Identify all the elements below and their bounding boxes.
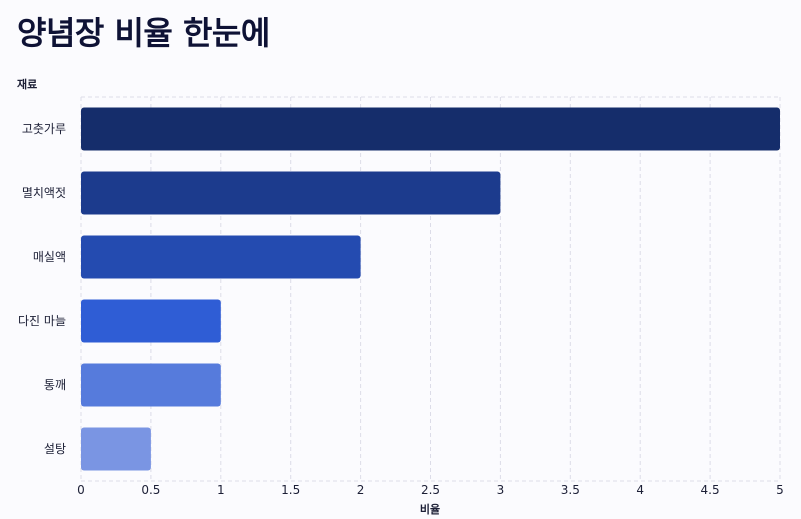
bars <box>81 107 780 471</box>
x-tick-label: 2 <box>357 483 365 497</box>
x-axis-title: 비율 <box>420 502 440 516</box>
category-label: 통깨 <box>44 378 66 392</box>
bar <box>81 235 361 279</box>
x-tick-label: 4 <box>636 483 644 497</box>
x-tick-labels: 0 0.5 1 1.5 2 2.5 3 3.5 4 4.5 5 <box>77 483 784 497</box>
x-tick-label: 3 <box>497 483 505 497</box>
x-tick-label: 3.5 <box>561 483 580 497</box>
x-tick-label: 5 <box>776 483 784 497</box>
bar <box>81 171 501 215</box>
x-tick-label: 1 <box>217 483 225 497</box>
category-label: 설탕 <box>44 442 66 456</box>
x-tick-label: 4.5 <box>701 483 720 497</box>
bar <box>81 107 780 151</box>
x-tick-label: 0 <box>77 483 85 497</box>
bar <box>81 363 221 407</box>
y-axis-title: 재료 <box>17 77 37 91</box>
bar <box>81 299 221 343</box>
category-label: 매실액 <box>33 250 66 264</box>
bar <box>81 427 151 471</box>
grid-lines <box>80 96 781 482</box>
category-label: 다진 마늘 <box>18 314 66 328</box>
category-label: 멸치액젓 <box>22 186 66 200</box>
x-tick-label: 0.5 <box>141 483 160 497</box>
x-tick-label: 1.5 <box>281 483 300 497</box>
chart-title: 양념장 비율 한눈에 <box>17 14 270 52</box>
x-tick-label: 2.5 <box>421 483 440 497</box>
category-label: 고춧가루 <box>22 122 66 136</box>
